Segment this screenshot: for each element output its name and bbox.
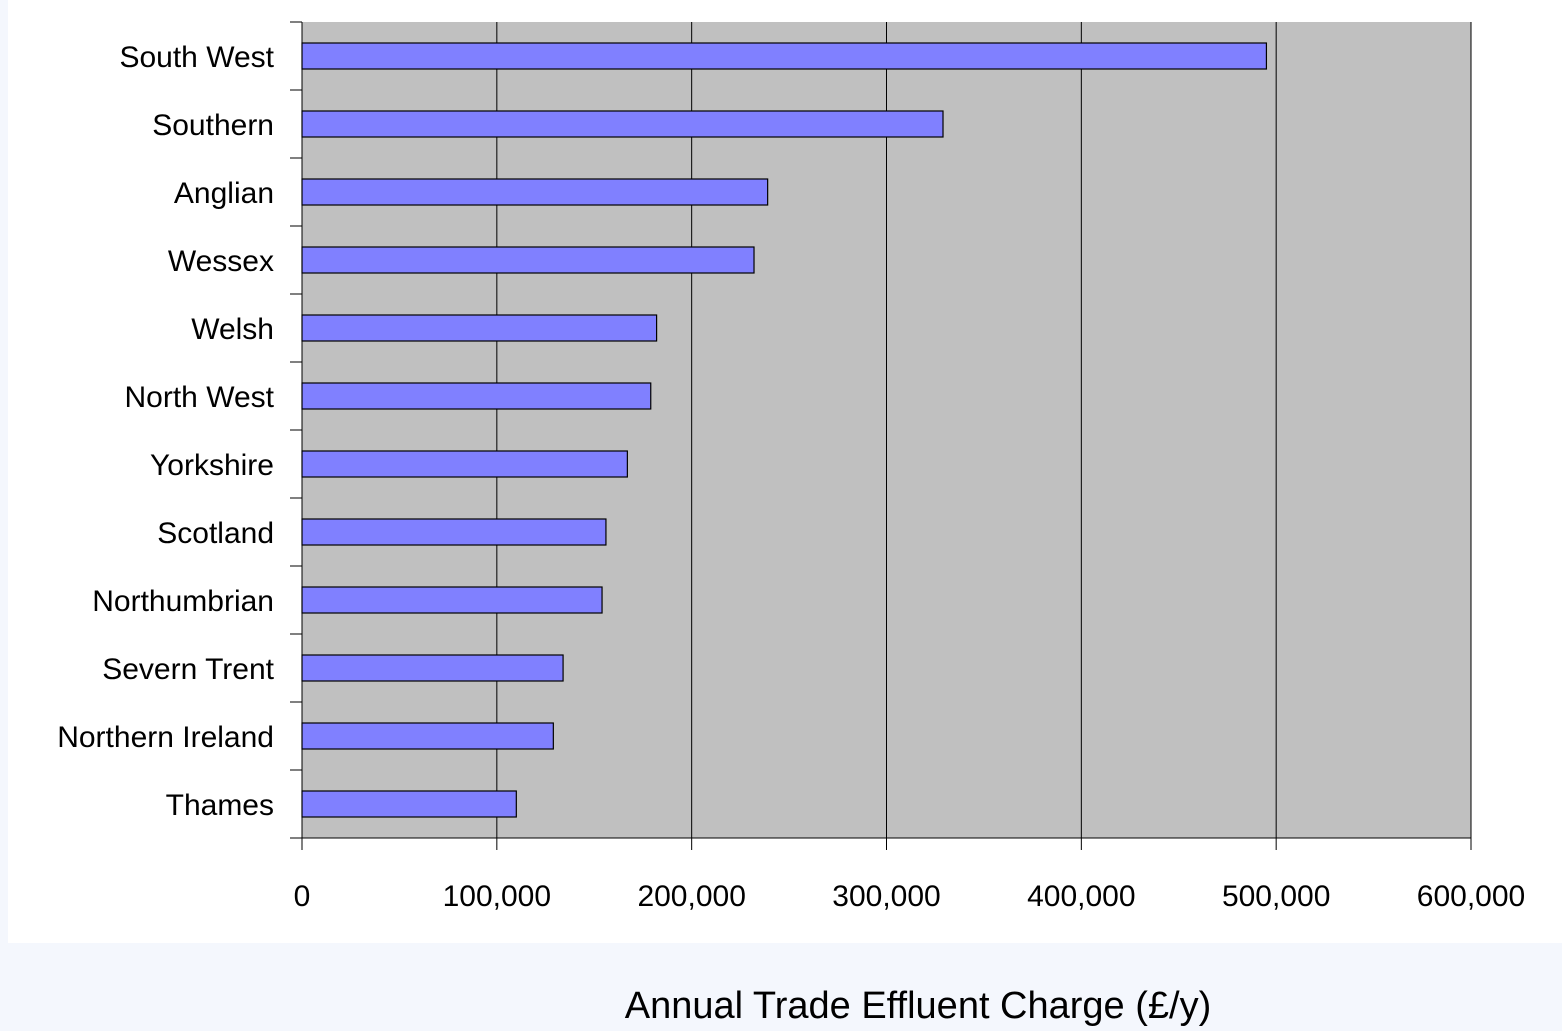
category-label: Yorkshire [150, 449, 274, 482]
bar [301, 314, 658, 342]
category-label: Northern Ireland [57, 721, 274, 754]
x-tick-label: 600,000 [1417, 880, 1525, 913]
x-tick-label: 200,000 [637, 880, 745, 913]
x-axis-title: Annual Trade Effluent Charge (£/y) [625, 985, 1212, 1027]
x-tick-label: 400,000 [1027, 880, 1135, 913]
category-label: South West [119, 41, 274, 74]
bar [301, 178, 769, 206]
category-label: Scotland [157, 517, 274, 550]
bar [301, 722, 554, 750]
x-axis [301, 837, 1472, 850]
bar [301, 518, 607, 546]
gridlines [496, 22, 1472, 838]
category-label: Northumbrian [92, 585, 274, 618]
category-label: Welsh [191, 313, 274, 346]
y-axis [290, 21, 303, 839]
category-label: Wessex [168, 245, 274, 278]
bar [301, 450, 628, 478]
x-tick-labels: 0 100,000 200,000 300,000 400,000 500,000 600,… [294, 880, 1526, 913]
x-tick-label: 100,000 [443, 880, 551, 913]
x-tick-label: 500,000 [1222, 880, 1330, 913]
category-label: Anglian [174, 177, 274, 210]
bar [301, 790, 517, 818]
bar [301, 654, 564, 682]
bar [301, 382, 652, 410]
bar [301, 586, 603, 614]
category-label: Thames [166, 789, 274, 822]
bar [301, 110, 944, 138]
category-label: Southern [152, 109, 274, 142]
bars [301, 42, 1268, 818]
category-label: North West [125, 381, 275, 414]
x-tick-label: 300,000 [832, 880, 940, 913]
category-label: Severn Trent [102, 653, 274, 686]
category-labels: South West Southern Anglian Wessex Welsh Nort… [57, 41, 274, 822]
x-tick-label: 0 [294, 880, 311, 913]
bar [301, 246, 755, 274]
bar [301, 42, 1268, 70]
